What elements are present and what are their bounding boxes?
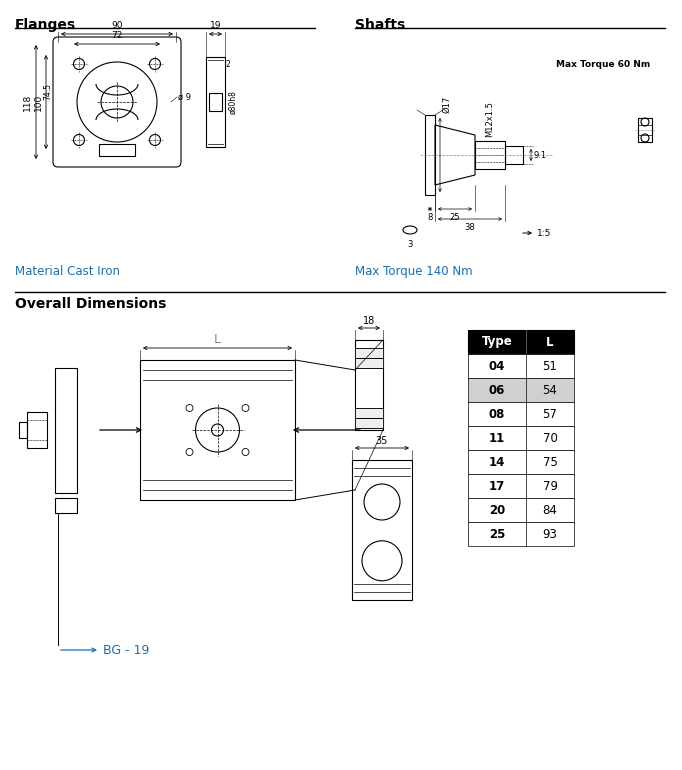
Text: 11: 11 bbox=[489, 431, 505, 444]
Text: Flanges: Flanges bbox=[15, 18, 76, 32]
Text: ø 9: ø 9 bbox=[178, 92, 191, 102]
Text: L: L bbox=[214, 333, 221, 346]
Bar bbox=[468, 402, 574, 426]
Text: 75: 75 bbox=[543, 456, 557, 468]
Text: 20: 20 bbox=[489, 504, 505, 517]
Text: 08: 08 bbox=[489, 407, 505, 420]
Text: 14: 14 bbox=[489, 456, 505, 468]
Text: 93: 93 bbox=[543, 527, 557, 541]
Bar bbox=[140, 360, 295, 500]
Text: 19: 19 bbox=[210, 21, 221, 30]
Bar bbox=[206, 57, 225, 147]
Text: Overall Dimensions: Overall Dimensions bbox=[15, 297, 166, 311]
Bar bbox=[355, 348, 383, 358]
Text: 70: 70 bbox=[543, 431, 557, 444]
Bar bbox=[468, 378, 574, 402]
Bar bbox=[355, 418, 383, 428]
Text: BG - 19: BG - 19 bbox=[103, 644, 149, 657]
Bar bbox=[27, 412, 47, 448]
Bar bbox=[468, 522, 574, 546]
Text: 35: 35 bbox=[376, 436, 388, 446]
Text: 2: 2 bbox=[226, 60, 231, 69]
Text: Shafts: Shafts bbox=[355, 18, 405, 32]
Bar bbox=[468, 450, 574, 474]
Text: Material Cast Iron: Material Cast Iron bbox=[15, 265, 120, 278]
Text: 79: 79 bbox=[542, 480, 557, 493]
Bar bbox=[209, 93, 222, 111]
Text: Type: Type bbox=[481, 336, 512, 349]
Bar bbox=[55, 368, 77, 493]
Bar bbox=[19, 422, 27, 438]
Bar bbox=[468, 426, 574, 450]
Bar bbox=[468, 474, 574, 498]
Text: 3: 3 bbox=[407, 240, 413, 249]
Bar bbox=[55, 498, 77, 513]
Text: 06: 06 bbox=[489, 383, 505, 397]
Bar bbox=[505, 146, 523, 164]
Text: 100: 100 bbox=[34, 93, 43, 111]
Text: 8: 8 bbox=[428, 213, 432, 222]
Text: 54: 54 bbox=[543, 383, 557, 397]
Text: 118: 118 bbox=[23, 93, 32, 111]
Bar bbox=[425, 115, 435, 195]
Text: ø80h8: ø80h8 bbox=[228, 90, 237, 114]
Bar bbox=[468, 498, 574, 522]
Text: 84: 84 bbox=[543, 504, 557, 517]
Text: 74.5: 74.5 bbox=[43, 83, 52, 101]
Bar bbox=[352, 460, 412, 600]
Bar bbox=[99, 144, 135, 156]
Text: M12x1.5: M12x1.5 bbox=[486, 101, 494, 137]
Text: 57: 57 bbox=[543, 407, 557, 420]
Bar bbox=[355, 340, 383, 430]
Text: 25: 25 bbox=[449, 213, 460, 222]
Text: 90: 90 bbox=[111, 21, 123, 30]
Bar bbox=[475, 141, 505, 169]
Text: 9.1: 9.1 bbox=[533, 150, 546, 159]
Text: 72: 72 bbox=[111, 31, 123, 40]
Bar bbox=[468, 330, 574, 354]
Bar bbox=[355, 408, 383, 418]
Text: 1:5: 1:5 bbox=[537, 229, 551, 237]
Text: 25: 25 bbox=[489, 527, 505, 541]
Bar bbox=[468, 354, 574, 378]
Text: 17: 17 bbox=[489, 480, 505, 493]
Text: L: L bbox=[546, 336, 554, 349]
Text: 51: 51 bbox=[543, 360, 557, 373]
Text: Max Torque 60 Nm: Max Torque 60 Nm bbox=[556, 60, 650, 69]
Bar bbox=[355, 358, 383, 368]
Text: 38: 38 bbox=[464, 223, 475, 232]
Text: Max Torque 140 Nm: Max Torque 140 Nm bbox=[355, 265, 473, 278]
Text: Ø17: Ø17 bbox=[442, 95, 451, 113]
Text: 18: 18 bbox=[363, 316, 375, 326]
Bar bbox=[638, 118, 652, 142]
Text: 04: 04 bbox=[489, 360, 505, 373]
